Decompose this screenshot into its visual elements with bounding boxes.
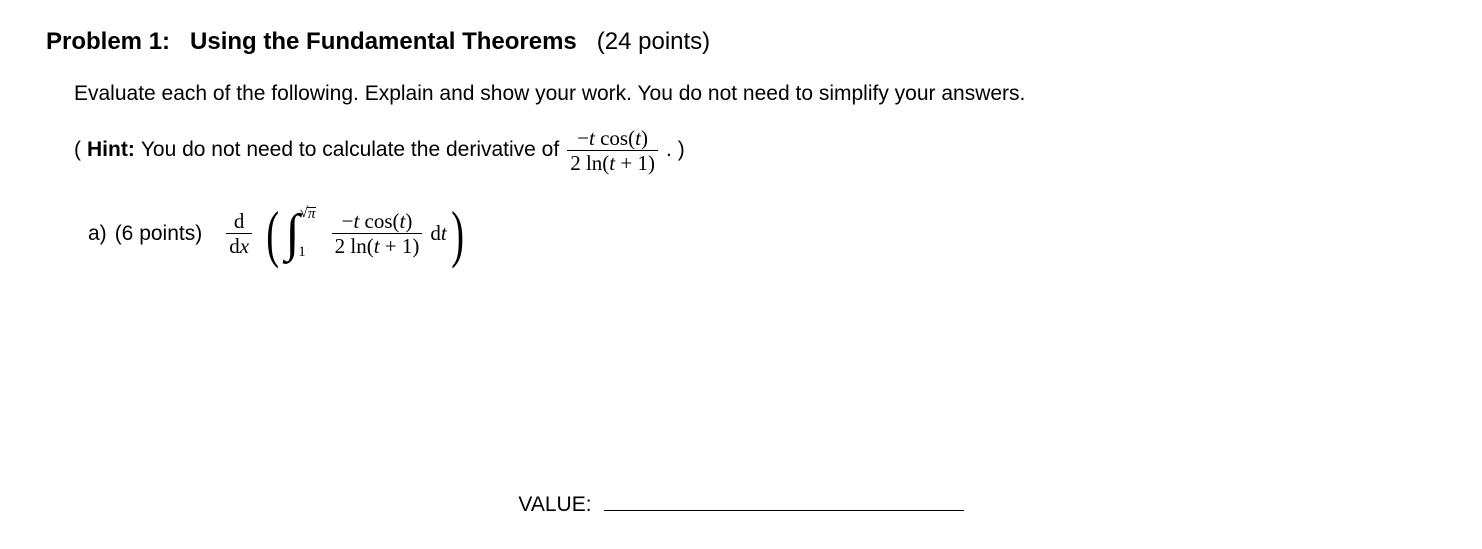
hint-period: . xyxy=(666,135,672,164)
integral-lower-bound: 1 xyxy=(298,246,306,258)
fraction-denominator: 2 ln(t + 1) xyxy=(567,152,658,174)
integrand-numerator: −t cos(t) xyxy=(339,210,416,232)
problem-points: (24 points) xyxy=(597,28,710,55)
problem-title: Using the Fundamental Theorems xyxy=(190,28,577,55)
ddx-numerator: d xyxy=(231,210,248,232)
hint-line: ( Hint: You do not need to calculate the… xyxy=(74,127,1436,174)
integrand-denominator: 2 ln(t + 1) xyxy=(332,235,423,257)
integral-upper-bound: √π xyxy=(300,207,317,220)
integrand-fraction: −t cos(t) 2 ln(t + 1) xyxy=(332,210,423,257)
integral-sign: ∫ √π 1 xyxy=(285,213,299,255)
problem-body: Evaluate each of the following. Explain … xyxy=(46,79,1436,257)
fraction-numerator: −t cos(t) xyxy=(574,127,651,149)
left-paren-icon: ( xyxy=(266,210,279,258)
hint-open-paren: ( xyxy=(74,135,81,164)
problem-heading: Problem 1: Using the Fundamental Theorem… xyxy=(46,26,1436,57)
hint-close-paren: ) xyxy=(678,135,685,164)
ddx-fraction: d dx xyxy=(226,210,252,257)
hint-fraction: −t cos(t) 2 ln(t + 1) xyxy=(567,127,658,174)
differential-dt: dt xyxy=(430,219,446,248)
hint-text: You do not need to calculate the derivat… xyxy=(141,135,559,164)
right-paren-icon: ) xyxy=(451,210,464,258)
instructions-text: Evaluate each of the following. Explain … xyxy=(74,79,1436,108)
part-a-points: (6 points) xyxy=(115,219,203,248)
problem-number: Problem 1: xyxy=(46,28,170,55)
hint-label: Hint: xyxy=(87,135,135,164)
value-label: VALUE: xyxy=(518,493,591,517)
problem-page: Problem 1: Using the Fundamental Theorem… xyxy=(0,0,1482,549)
ddx-denominator: dx xyxy=(226,235,252,257)
part-a-label: a) xyxy=(88,219,107,248)
integral-expression: ( ∫ √π 1 −t cos(t) 2 ln(t + 1) xyxy=(262,210,468,258)
part-a-row: a) (6 points) d dx ( ∫ √π 1 xyxy=(74,210,1436,258)
answer-blank-line[interactable] xyxy=(604,491,964,511)
answer-value-row: VALUE: xyxy=(0,491,1482,517)
